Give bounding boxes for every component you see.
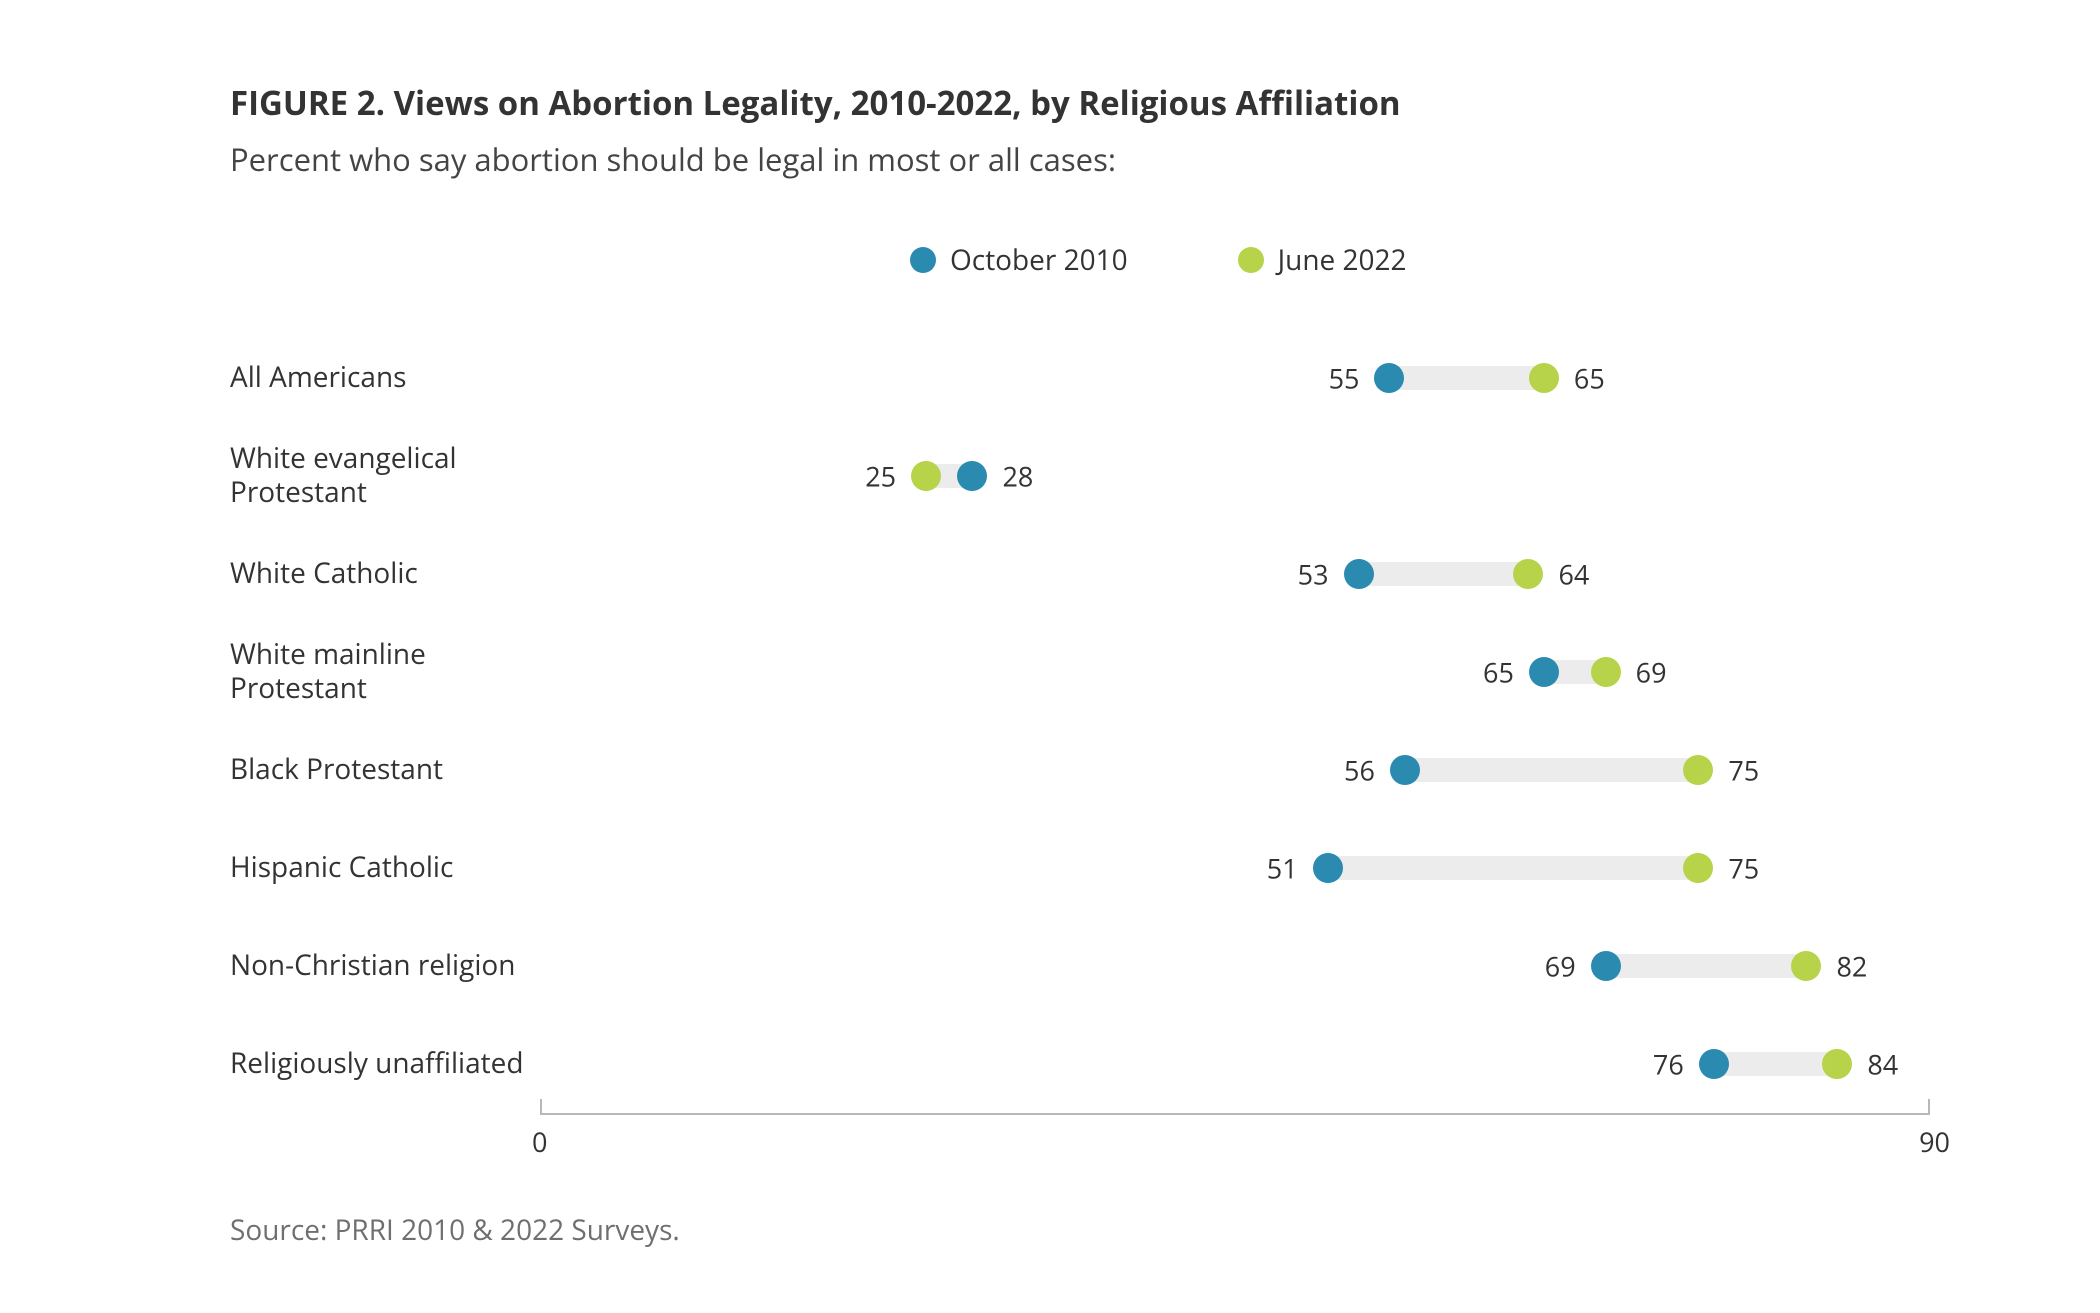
dot-series2 bbox=[1591, 657, 1621, 687]
value-label-left: 55 bbox=[1329, 360, 1360, 397]
dot-series2 bbox=[1683, 853, 1713, 883]
value-label-left: 51 bbox=[1267, 850, 1298, 887]
axis-tick-left bbox=[540, 1099, 542, 1113]
dot-series2 bbox=[1513, 559, 1543, 589]
row-plot: 53 64 bbox=[540, 525, 1930, 623]
dot-series2 bbox=[911, 461, 941, 491]
value-label-right: 82 bbox=[1836, 948, 1867, 985]
legend-item-series2: June 2022 bbox=[1238, 241, 1407, 279]
value-label-right: 84 bbox=[1867, 1046, 1898, 1083]
connector-track bbox=[1328, 856, 1699, 880]
chart-row: White Catholic 53 64 bbox=[230, 525, 1930, 623]
dot-series1 bbox=[1529, 657, 1559, 687]
row-plot: 56 75 bbox=[540, 721, 1930, 819]
row-label: White evangelical Protestant bbox=[230, 442, 540, 509]
value-label-right: 64 bbox=[1558, 556, 1589, 593]
value-label-right: 65 bbox=[1574, 360, 1605, 397]
value-label-left: 65 bbox=[1483, 654, 1514, 691]
legend-dot-series2 bbox=[1238, 247, 1264, 273]
dot-series2 bbox=[1791, 951, 1821, 981]
source-note: Source: PRRI 2010 & 2022 Surveys. bbox=[230, 1211, 2100, 1249]
dot-series2 bbox=[1529, 363, 1559, 393]
dot-series1 bbox=[1699, 1049, 1729, 1079]
axis-label-max: 90 bbox=[1919, 1123, 1950, 1160]
connector-track bbox=[1714, 1052, 1838, 1076]
row-label: Religiously unaffiliated bbox=[230, 1047, 540, 1081]
value-label-right: 75 bbox=[1728, 752, 1759, 789]
chart-row: Black Protestant 56 75 bbox=[230, 721, 1930, 819]
value-label-left: 76 bbox=[1653, 1046, 1684, 1083]
row-plot: 55 65 bbox=[540, 329, 1930, 427]
axis-label-min: 0 bbox=[532, 1123, 547, 1160]
axis-tick-right bbox=[1928, 1099, 1930, 1113]
value-label-left: 69 bbox=[1545, 948, 1576, 985]
figure-container: FIGURE 2. Views on Abortion Legality, 20… bbox=[0, 0, 2100, 1313]
connector-track bbox=[1405, 758, 1698, 782]
row-label: All Americans bbox=[230, 361, 540, 395]
connector-track bbox=[1359, 562, 1529, 586]
row-plot: 51 75 bbox=[540, 819, 1930, 917]
row-label: Non-Christian religion bbox=[230, 949, 540, 983]
value-label-left: 56 bbox=[1344, 752, 1375, 789]
connector-track bbox=[1389, 366, 1543, 390]
figure-title: FIGURE 2. Views on Abortion Legality, 20… bbox=[230, 80, 2100, 125]
value-label-left: 25 bbox=[865, 458, 896, 495]
x-axis: 0 90 bbox=[540, 1113, 1930, 1163]
chart-row: All Americans 55 65 bbox=[230, 329, 1930, 427]
value-label-right: 75 bbox=[1728, 850, 1759, 887]
dot-series1 bbox=[1344, 559, 1374, 589]
value-label-right: 28 bbox=[1002, 458, 1033, 495]
dot-series1 bbox=[1390, 755, 1420, 785]
chart-row: White mainline Protestant 65 69 bbox=[230, 623, 1930, 721]
dot-series1 bbox=[1591, 951, 1621, 981]
chart-row: Non-Christian religion 69 82 bbox=[230, 917, 1930, 1015]
chart-row: Religiously unaffiliated 76 84 bbox=[230, 1015, 1930, 1113]
legend-label-series1: October 2010 bbox=[950, 241, 1128, 279]
chart-row: White evangelical Protestant 25 28 bbox=[230, 427, 1930, 525]
row-plot: 65 69 bbox=[540, 623, 1930, 721]
dot-series1 bbox=[1313, 853, 1343, 883]
row-plot: 25 28 bbox=[540, 427, 1930, 525]
row-plot: 69 82 bbox=[540, 917, 1930, 1015]
dumbbell-chart: All Americans 55 65 White evangelical Prote… bbox=[230, 329, 1930, 1113]
dot-series2 bbox=[1683, 755, 1713, 785]
dot-series2 bbox=[1822, 1049, 1852, 1079]
value-label-right: 69 bbox=[1636, 654, 1667, 691]
legend-label-series2: June 2022 bbox=[1278, 241, 1407, 279]
dot-series1 bbox=[957, 461, 987, 491]
dot-series1 bbox=[1374, 363, 1404, 393]
row-label: White mainline Protestant bbox=[230, 638, 540, 705]
axis-line bbox=[540, 1113, 1930, 1115]
figure-subtitle: Percent who say abortion should be legal… bbox=[230, 139, 2100, 181]
legend-item-series1: October 2010 bbox=[910, 241, 1128, 279]
connector-track bbox=[1606, 954, 1807, 978]
chart-row: Hispanic Catholic 51 75 bbox=[230, 819, 1930, 917]
row-label: White Catholic bbox=[230, 557, 540, 591]
value-label-left: 53 bbox=[1298, 556, 1329, 593]
row-label: Black Protestant bbox=[230, 753, 540, 787]
row-plot: 76 84 bbox=[540, 1015, 1930, 1113]
row-label: Hispanic Catholic bbox=[230, 851, 540, 885]
legend: October 2010 June 2022 bbox=[910, 241, 2100, 279]
legend-dot-series1 bbox=[910, 247, 936, 273]
